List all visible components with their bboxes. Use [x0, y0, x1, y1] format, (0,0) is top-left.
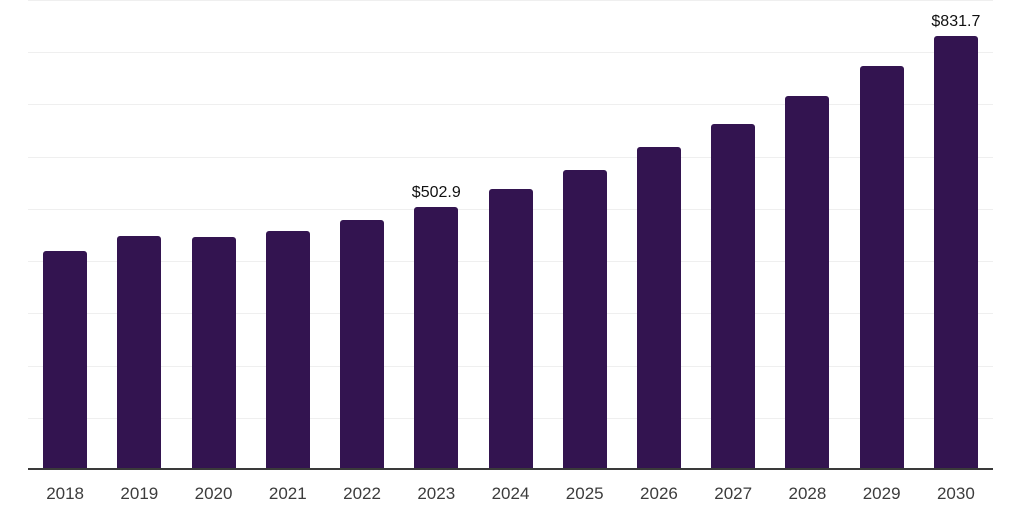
- x-axis-line: [28, 468, 993, 470]
- bar-2021: [265, 231, 310, 470]
- data-label-2030: $831.7: [931, 12, 981, 30]
- bar-2024: [488, 189, 533, 470]
- bar-2023: [414, 207, 459, 470]
- x-tick-label-2019: 2019: [120, 484, 159, 503]
- bar-2022: [340, 219, 385, 470]
- bar-2025: [562, 169, 607, 470]
- x-tick-label-2024: 2024: [491, 484, 530, 503]
- x-tick-label-2022: 2022: [343, 484, 381, 503]
- bar-2020: [191, 237, 236, 470]
- gridline-800: [28, 52, 993, 54]
- plot-area: $502.9 $831.7: [28, 0, 993, 470]
- x-tick-label-2028: 2028: [788, 484, 827, 503]
- bar-2027: [711, 123, 756, 470]
- x-tick-label-2027: 2027: [714, 484, 753, 503]
- x-tick-label-2026: 2026: [640, 484, 678, 503]
- bar-2029: [859, 66, 904, 470]
- bar-2030: [933, 35, 978, 470]
- x-tick-label-2023: 2023: [417, 484, 456, 503]
- gridline-900: [28, 0, 993, 1]
- x-tick-label-2030: 2030: [936, 484, 975, 503]
- x-tick-label-2029: 2029: [862, 484, 901, 503]
- bar-2028: [785, 96, 830, 470]
- x-tick-label-2021: 2021: [268, 484, 307, 503]
- x-axis-tick-labels: 2018 2019 2020 2021 2022 2023 2024 2025 2026 2027…: [28, 484, 993, 506]
- x-tick-label-2020: 2020: [194, 484, 233, 503]
- bar-2019: [117, 236, 162, 470]
- x-tick-label-2025: 2025: [565, 484, 604, 503]
- bar-2018: [43, 250, 88, 470]
- data-label-2023: $502.9: [411, 184, 461, 202]
- bar-2026: [636, 147, 681, 470]
- x-tick-label-2018: 2018: [46, 484, 85, 503]
- gridline-600: [28, 156, 993, 158]
- gridline-700: [28, 104, 993, 106]
